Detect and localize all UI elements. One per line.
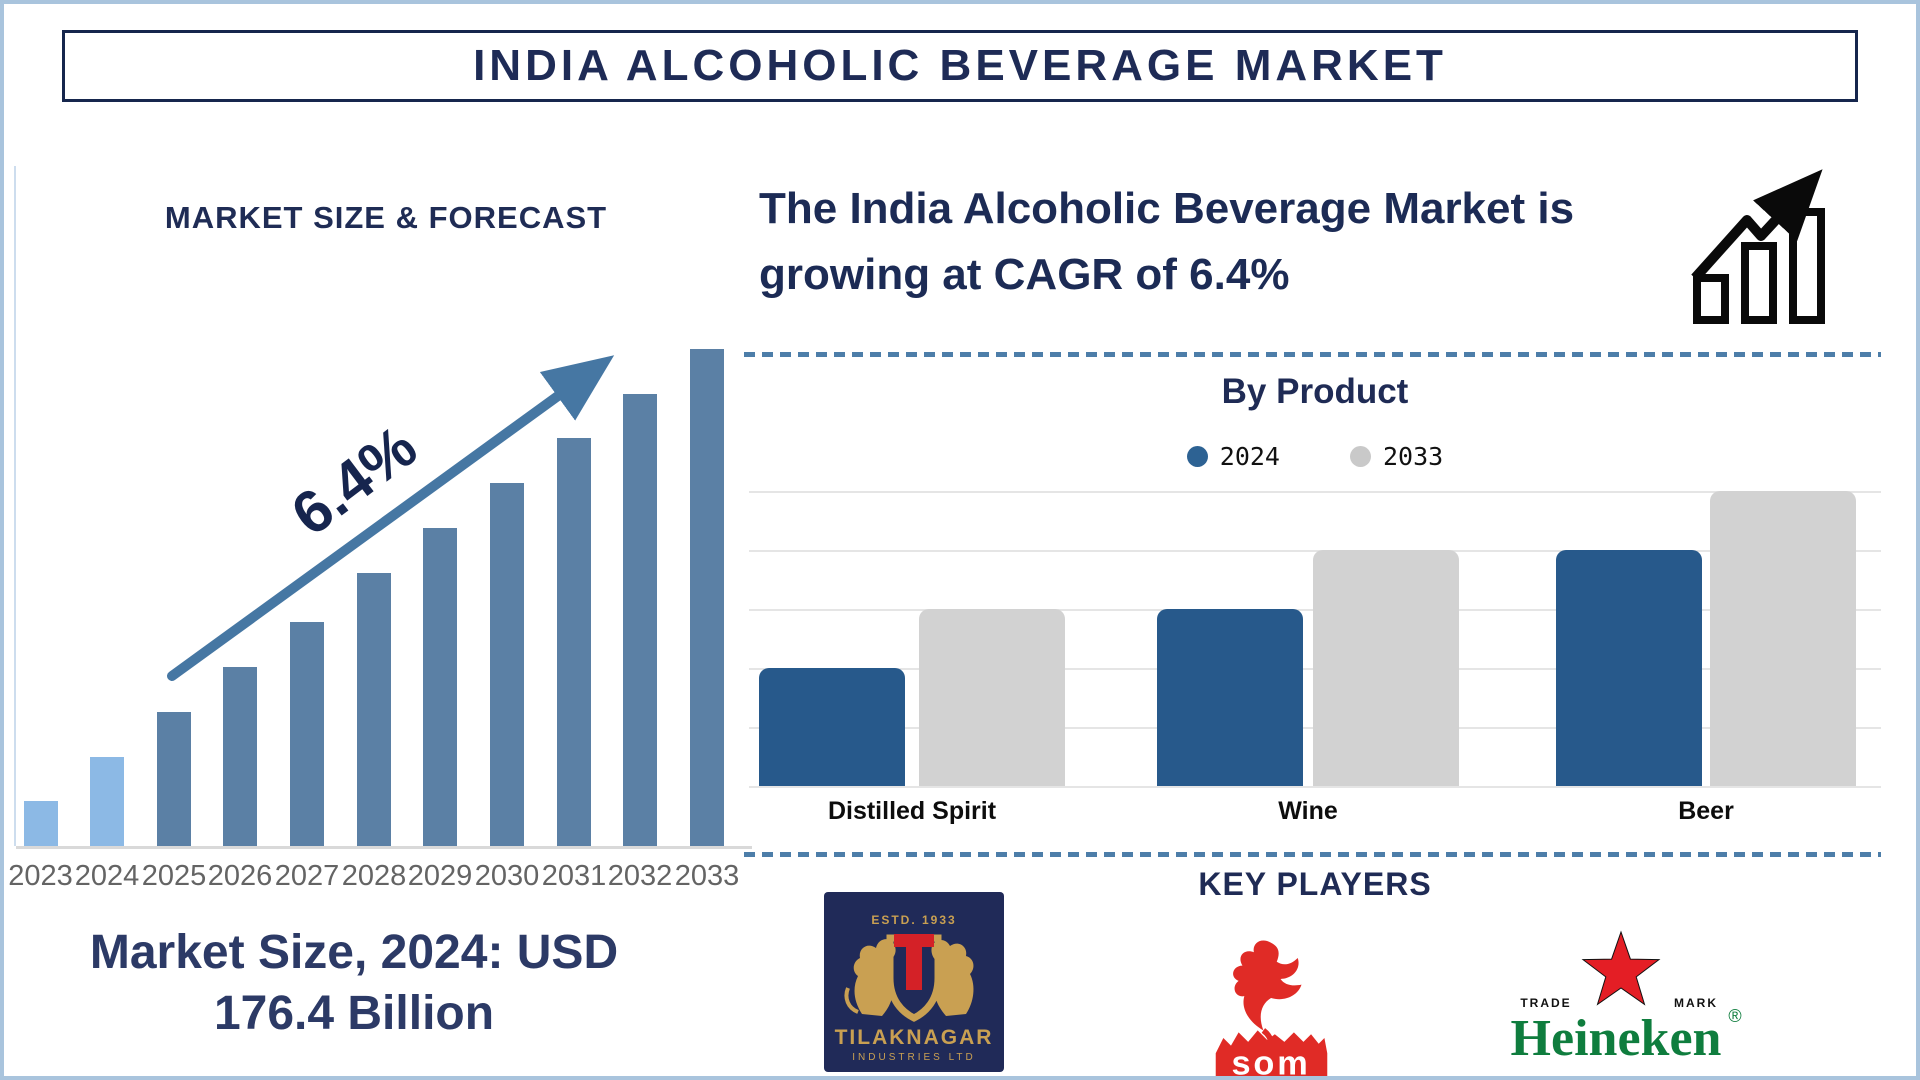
product-bar-distilled-spirit-2024 <box>759 668 905 786</box>
trend-arrow-icon <box>167 355 615 681</box>
forecast-bar-2029 <box>423 528 457 846</box>
forecast-year-2024: 2024 <box>74 860 140 892</box>
dashed-divider-bottom <box>744 852 1881 857</box>
tilaknagar-logo: ESTD. 1933 TILAKNAGAR INDUSTRIES LTD <box>824 892 1004 1072</box>
forecast-bar-2027 <box>290 622 324 846</box>
forecast-bar-2031 <box>557 438 591 846</box>
key-players-heading: KEY PLAYERS <box>1198 866 1432 902</box>
heineken-trade-text: TRADE <box>1520 996 1571 1010</box>
title-box: INDIA ALCOHOLIC BEVERAGE MARKET <box>62 30 1858 102</box>
forecast-bar-2023 <box>23 801 58 846</box>
legend-2024-dot-icon <box>1186 446 1208 467</box>
forecast-year-2025: 2025 <box>141 860 207 892</box>
legend-2033-label: 2033 <box>1383 442 1444 471</box>
heineken-wordmark-text: Heineken <box>1511 1010 1722 1067</box>
page-title: INDIA ALCOHOLIC BEVERAGE MARKET <box>473 41 1447 90</box>
gridline <box>749 550 1881 552</box>
product-bar-beer-2033 <box>1710 491 1856 786</box>
forecast-bar-chart <box>18 349 742 846</box>
forecast-bar-2024 <box>90 757 124 846</box>
forecast-year-2023: 2023 <box>8 860 73 892</box>
forecast-year-2033: 2033 <box>674 860 740 892</box>
growth-statement: The India Alcoholic Beverage Market is g… <box>759 184 1575 299</box>
forecast-left-axis-line <box>14 166 16 846</box>
legend-item-2033: 2033 <box>1350 442 1443 471</box>
som-wordmark-text: som <box>1231 1044 1310 1080</box>
by-product-bar-chart <box>749 491 1881 788</box>
forecast-year-axis: 2023 2024 2025 2026 2027 2028 2029 2030 2031 2032… <box>8 860 742 894</box>
forecast-year-2028: 2028 <box>341 860 407 892</box>
legend-2024-label: 2024 <box>1219 442 1280 471</box>
product-category-label: Beer <box>1678 797 1734 825</box>
product-bar-wine-2033 <box>1313 550 1459 786</box>
legend-2033-dot-icon <box>1350 446 1371 467</box>
dashed-divider-top <box>744 352 1881 357</box>
gridline <box>749 786 1881 788</box>
heineken-star-icon <box>1581 930 1661 1006</box>
forecast-chart-title: MARKET SIZE & FORECAST <box>164 200 608 235</box>
heineken-registered-text: ® <box>1728 1006 1741 1026</box>
forecast-bar-2028 <box>357 573 391 846</box>
market-size-note-line1: Market Size, 2024: USD <box>89 926 619 979</box>
tilaknagar-estd-text: ESTD. 1933 <box>871 913 956 927</box>
by-product-category-axis: Distilled Spirit Wine Beer <box>749 797 1881 829</box>
forecast-year-2026: 2026 <box>207 860 273 892</box>
gridline <box>749 491 1881 493</box>
forecast-year-2029: 2029 <box>407 860 473 892</box>
heineken-logo: TRADE MARK Heineken ® <box>1511 930 1742 1067</box>
som-bird-icon <box>1233 940 1302 1031</box>
tilaknagar-name-text: TILAKNAGAR <box>835 1026 994 1049</box>
legend-item-2024: 2024 <box>1186 442 1280 471</box>
market-size-note: Market Size, 2024: USD 176.4 Billion <box>34 922 674 1045</box>
by-product-title: By Product <box>1221 372 1409 411</box>
forecast-baseline <box>16 846 752 849</box>
forecast-year-2030: 2030 <box>474 860 540 892</box>
product-category-label: Wine <box>1278 797 1338 825</box>
forecast-year-2032: 2032 <box>607 860 673 892</box>
tilaknagar-shield-icon <box>886 934 942 1022</box>
product-bar-distilled-spirit-2033 <box>919 609 1065 786</box>
forecast-bar-2033 <box>690 349 724 846</box>
forecast-year-2027: 2027 <box>274 860 340 892</box>
forecast-bar-2032 <box>623 394 657 846</box>
heineken-mark-text: MARK <box>1674 996 1718 1010</box>
by-product-legend: 2024 2033 <box>749 442 1881 471</box>
forecast-bar-2030 <box>490 483 524 846</box>
growth-chart-icon <box>1691 169 1825 324</box>
market-size-note-line2: 176.4 Billion <box>213 987 495 1041</box>
product-category-label: Distilled Spirit <box>827 797 997 825</box>
tilaknagar-lion-icon <box>853 939 896 1016</box>
forecast-bar-2025 <box>157 712 191 846</box>
forecast-bar-2026 <box>223 667 257 846</box>
product-bar-beer-2024 <box>1556 550 1702 786</box>
product-bar-wine-2024 <box>1157 609 1303 786</box>
tilaknagar-subtitle-text: INDUSTRIES LTD <box>852 1052 976 1063</box>
forecast-year-2031: 2031 <box>541 860 607 892</box>
som-mountain-icon <box>1215 1030 1328 1076</box>
som-logo: som <box>1215 940 1328 1080</box>
